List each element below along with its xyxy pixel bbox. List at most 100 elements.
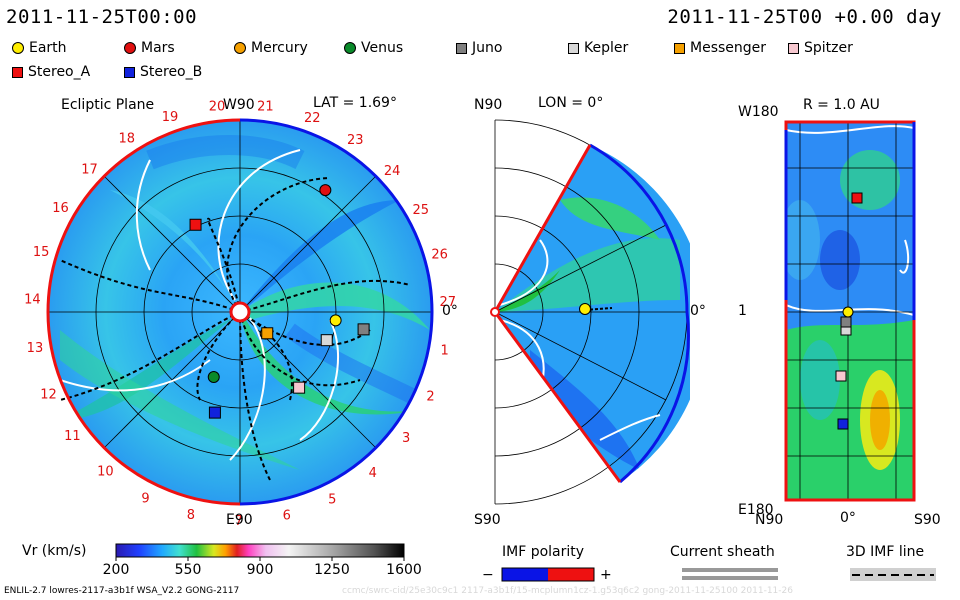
ecliptic-tick-9: 9: [141, 491, 149, 506]
r-map-marker-stereo-b: [837, 418, 849, 430]
legend-swatch: [344, 42, 356, 54]
ecliptic-tick-16: 16: [52, 201, 69, 216]
r-map-mid-label: 1: [738, 303, 747, 319]
ecliptic-tick-11: 11: [64, 429, 81, 444]
r-map-x-right: S90: [914, 512, 941, 528]
ecliptic-tick-17: 17: [81, 162, 98, 177]
ecliptic-right-label: 0°: [442, 303, 458, 319]
imf-plus-label: +: [600, 567, 612, 583]
imf-polarity-label: IMF polarity: [502, 544, 585, 560]
datetime-left: 2011-11-25T00:00: [6, 6, 198, 28]
legend-label: Kepler: [584, 40, 629, 56]
legend-label: Venus: [361, 40, 404, 56]
marker-juno: [357, 323, 370, 336]
current-sheath-label: Current sheath: [670, 544, 775, 560]
meridional-title: LON = 0°: [538, 95, 604, 111]
current-sheath-sample: [682, 568, 778, 580]
markers-layer: [189, 184, 863, 430]
legend-item-stereo-a: Stereo_A: [12, 64, 90, 80]
watermark: ccmc/swrc-cid/25e30c9c1 2117-a3b1f/15-mc…: [342, 586, 793, 596]
marker-mars: [319, 184, 332, 197]
ecliptic-tick-18: 18: [118, 132, 135, 147]
ecliptic-tick-1: 1: [440, 343, 448, 358]
legend-label: Juno: [472, 40, 503, 56]
ecliptic-tick-7: 7: [235, 514, 243, 529]
legend-swatch: [12, 66, 23, 78]
legend-label: Mars: [141, 40, 175, 56]
legend-label: Spitzer: [804, 40, 853, 56]
r-map-panel: [784, 120, 916, 502]
legend-swatch: [12, 42, 24, 54]
ecliptic-tick-24: 24: [384, 164, 401, 179]
model-info: ENLIL-2.7 lowres-2117-a3b1f WSA_V2.2 GON…: [4, 586, 240, 596]
ecliptic-tick-4: 4: [369, 466, 377, 481]
ecliptic-tick-8: 8: [187, 508, 195, 523]
ecliptic-tick-13: 13: [27, 341, 44, 356]
ecliptic-tick-27: 27: [439, 295, 456, 310]
legend-item-kepler: Kepler: [568, 40, 628, 56]
colorbar-label: Vr (km/s): [22, 543, 87, 559]
r-map-marker-juno: [840, 316, 852, 328]
ecliptic-tick-6: 6: [283, 509, 291, 524]
imf-line-sample: [850, 568, 936, 581]
ecliptic-tick-25: 25: [412, 203, 429, 218]
legend-item-spitzer: Spitzer: [788, 40, 853, 56]
ecliptic-tick-12: 12: [40, 387, 57, 402]
r-map-x-left: N90: [755, 512, 784, 528]
legend-swatch: [456, 42, 467, 54]
ecliptic-tick-5: 5: [328, 492, 336, 507]
marker-venus: [207, 370, 220, 383]
legend-item-venus: Venus: [344, 40, 403, 56]
legend-item-mars: Mars: [124, 40, 175, 56]
r-map-x-mid: 0°: [840, 510, 856, 526]
meridional-right-label: 0°: [690, 303, 706, 319]
legend-label: Mercury: [251, 40, 308, 56]
meridional-top-label: N90: [474, 97, 503, 113]
ecliptic-bottom-label: E90: [226, 512, 253, 528]
r-map-bottom-label: E180: [738, 502, 774, 518]
colorbar: [115, 543, 405, 558]
legend-swatch: [124, 66, 135, 78]
ecliptic-tick-15: 15: [33, 245, 50, 260]
ecliptic-tick-10: 10: [97, 465, 114, 480]
legend-label: Earth: [29, 40, 67, 56]
ecliptic-tick-3: 3: [402, 431, 410, 446]
marker-messenger: [261, 327, 274, 340]
legend-item-juno: Juno: [456, 40, 502, 56]
colorbar-tick-1600: 1600: [386, 562, 422, 578]
ecliptic-lat-label: LAT = 1.69°: [313, 95, 397, 111]
meridional-marker-earth: [579, 303, 591, 315]
colorbar-tick-900: 900: [246, 562, 274, 578]
colorbar-ticks: [115, 557, 405, 561]
marker-stereo-b: [208, 406, 221, 419]
meridional-bottom-label: S90: [474, 512, 501, 528]
legend-swatch: [674, 42, 685, 54]
imf-minus-label: −: [482, 567, 494, 583]
legend-swatch: [124, 42, 136, 54]
legend-label: Messenger: [690, 40, 767, 56]
ecliptic-tick-23: 23: [347, 133, 364, 148]
colorbar-tick-200: 200: [102, 562, 130, 578]
ecliptic-tick-14: 14: [24, 293, 41, 308]
legend-item-messenger: Messenger: [674, 40, 766, 56]
legend-item-mercury: Mercury: [234, 40, 308, 56]
ecliptic-tick-22: 22: [304, 111, 321, 126]
ecliptic-top-label: W90: [223, 97, 255, 113]
ecliptic-tick-19: 19: [162, 110, 179, 125]
ecliptic-tick-20: 20: [209, 99, 226, 114]
legend-swatch: [788, 42, 799, 54]
r-map-title: R = 1.0 AU: [803, 97, 880, 113]
marker-spitzer: [293, 381, 306, 394]
ecliptic-title: Ecliptic Plane: [61, 97, 155, 113]
imf-positive-swatch: [548, 568, 594, 581]
r-map-marker-stereo-a: [851, 192, 863, 204]
legend-item-earth: Earth: [12, 40, 67, 56]
marker-earth: [329, 314, 342, 327]
ecliptic-tick-26: 26: [431, 248, 448, 263]
datetime-right: 2011-11-25T00 +0.00 day: [667, 6, 942, 28]
r-map-top-label: W180: [738, 104, 779, 120]
imf-line-label: 3D IMF line: [846, 544, 925, 560]
legend-label: Stereo_B: [140, 64, 203, 80]
